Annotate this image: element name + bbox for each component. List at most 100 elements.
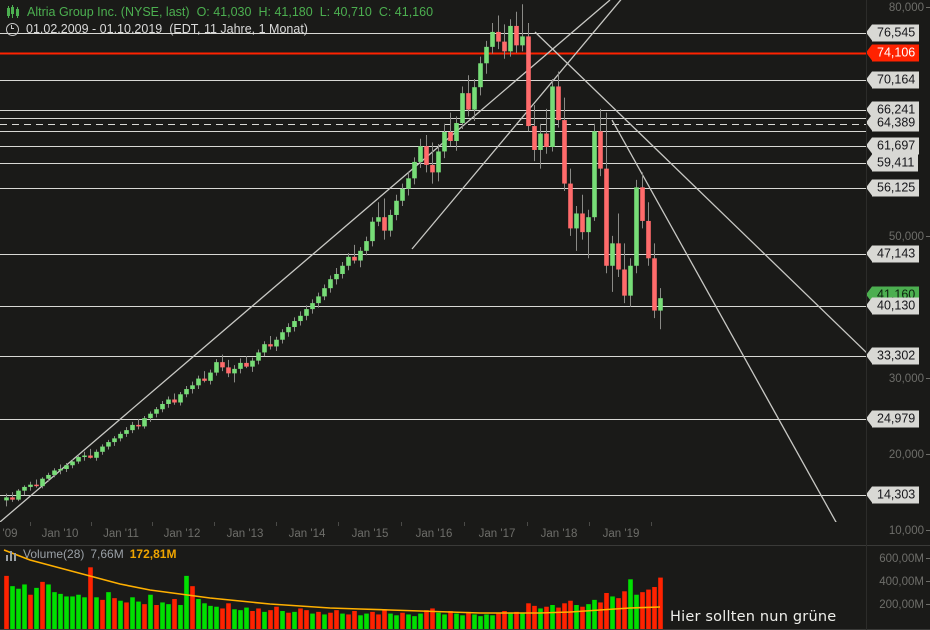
volume-bar	[226, 603, 231, 629]
price-level-tag[interactable]: 66,241	[866, 101, 920, 119]
candle-body	[388, 214, 393, 231]
candle-body	[406, 178, 411, 189]
volume-bar	[262, 611, 267, 629]
trendline-downtrend-upper[interactable]	[534, 31, 866, 414]
ohlc-high: H: 41,180	[258, 5, 313, 19]
volume-bar	[652, 587, 657, 629]
volume-bar	[610, 596, 615, 629]
price-level-tag[interactable]: 40,130	[866, 297, 920, 315]
volume-bar	[604, 593, 609, 629]
candle-body	[646, 220, 651, 259]
volume-bar	[220, 608, 225, 629]
volume-bar	[442, 614, 447, 629]
instrument-legend-row[interactable]: Altria Group Inc. (NYSE, last) O: 41,030…	[6, 4, 440, 20]
volume-bar	[238, 610, 243, 629]
volume-bar	[502, 611, 507, 629]
candle-body	[352, 256, 357, 261]
price-level-tag[interactable]: 61,697	[866, 137, 920, 155]
volume-bar	[124, 602, 129, 629]
volume-bar	[658, 577, 663, 629]
candle-body	[244, 362, 249, 367]
clock-icon	[6, 23, 19, 36]
candle-body	[130, 424, 135, 431]
price-level-tag[interactable]: 14,303	[866, 486, 920, 504]
volume-bar	[520, 612, 525, 629]
volume-bars-group	[4, 567, 663, 629]
candle-body	[424, 146, 429, 165]
candle-body	[226, 367, 231, 374]
volume-bars-icon	[5, 548, 19, 562]
time-axis-tick	[338, 522, 339, 526]
date-range-row[interactable]: 01.02.2009 - 01.10.2019 (EDT, 11 Jahre, …	[6, 21, 440, 37]
candle-body	[604, 168, 609, 266]
trendline-downtrend-lower[interactable]	[611, 119, 846, 522]
ohlc-close: C: 41,160	[378, 5, 434, 19]
price-level-tag[interactable]: 24,979	[866, 410, 920, 428]
candle-body	[616, 243, 621, 270]
candle-body	[160, 403, 165, 410]
volume-bar	[460, 615, 465, 629]
volume-legend[interactable]: Volume(28) 7,66M 172,81M	[5, 547, 176, 562]
volume-bar	[346, 614, 351, 629]
volume-bar	[232, 609, 237, 629]
candle-body	[628, 265, 633, 296]
time-axis-label: Jan '19	[602, 528, 640, 540]
candle-body	[250, 360, 255, 367]
price-axis-tick: 50,000	[888, 231, 930, 243]
trendline-uptrend-lower[interactable]	[0, 0, 611, 522]
volume-bar	[580, 606, 585, 629]
candle-body	[454, 123, 459, 141]
candle-body	[592, 131, 597, 218]
candle-body	[460, 93, 465, 124]
price-level-tag[interactable]: 47,143	[866, 245, 920, 263]
volume-bar	[412, 616, 417, 629]
candle-body	[586, 217, 591, 233]
price-axis[interactable]: 80,000 50,000 30,000 20,000 10,000 76,545 74,…	[866, 0, 930, 546]
price-chart-canvas[interactable]	[0, 0, 866, 522]
volume-pane[interactable]: Volume(28) 7,66M 172,81M	[0, 546, 866, 630]
time-axis-label: Jan '16	[415, 528, 453, 540]
volume-axis[interactable]: 600,00M 400,00M 200,00M	[866, 546, 930, 630]
volume-bar	[304, 610, 309, 629]
price-level-tag[interactable]: 76,545	[866, 24, 920, 42]
candle-body	[214, 362, 219, 373]
price-level-tag[interactable]: 59,411	[866, 154, 919, 172]
volume-bar	[466, 611, 471, 629]
price-level-tag[interactable]: 33,302	[866, 347, 920, 365]
volume-bar	[82, 597, 87, 629]
time-axis[interactable]: '09 Jan '10 Jan '11 Jan '12 Jan '13 Jan '14 Ja…	[0, 522, 866, 546]
volume-bar	[388, 613, 393, 629]
volume-bar	[526, 603, 531, 629]
candle-body	[436, 151, 441, 173]
candle-body	[634, 187, 639, 266]
candle-body	[40, 478, 45, 487]
volume-bar	[574, 605, 579, 629]
horizontal-level-lines	[0, 33, 866, 496]
volume-bar	[358, 615, 363, 629]
volume-bar	[634, 594, 639, 629]
volume-bar	[184, 575, 189, 629]
candle-body	[538, 133, 543, 150]
volume-chart-canvas[interactable]	[0, 546, 866, 630]
trendline-uptrend-support[interactable]	[411, 0, 624, 250]
candle-body	[622, 269, 627, 296]
candle-body	[298, 315, 303, 322]
candle-body	[274, 339, 279, 347]
time-axis-tick	[91, 522, 92, 526]
price-pane[interactable]	[0, 0, 866, 522]
price-axis-tick: 30,000	[888, 373, 930, 385]
volume-bar	[376, 614, 381, 629]
candle-body	[22, 486, 27, 491]
volume-bar	[586, 604, 591, 629]
candle-body	[412, 161, 417, 179]
price-level-tag[interactable]: 56,125	[866, 179, 920, 197]
volume-bar	[568, 600, 573, 629]
time-axis-label: Jan '11	[103, 528, 139, 540]
volume-bar	[538, 608, 543, 629]
price-level-tag[interactable]: 64,389	[866, 114, 920, 132]
volume-bar	[136, 601, 141, 629]
volume-bar	[10, 586, 15, 629]
price-level-tag[interactable]: 70,164	[866, 71, 920, 89]
price-level-tag[interactable]: 74,106	[866, 44, 920, 62]
candle-body	[328, 279, 333, 289]
